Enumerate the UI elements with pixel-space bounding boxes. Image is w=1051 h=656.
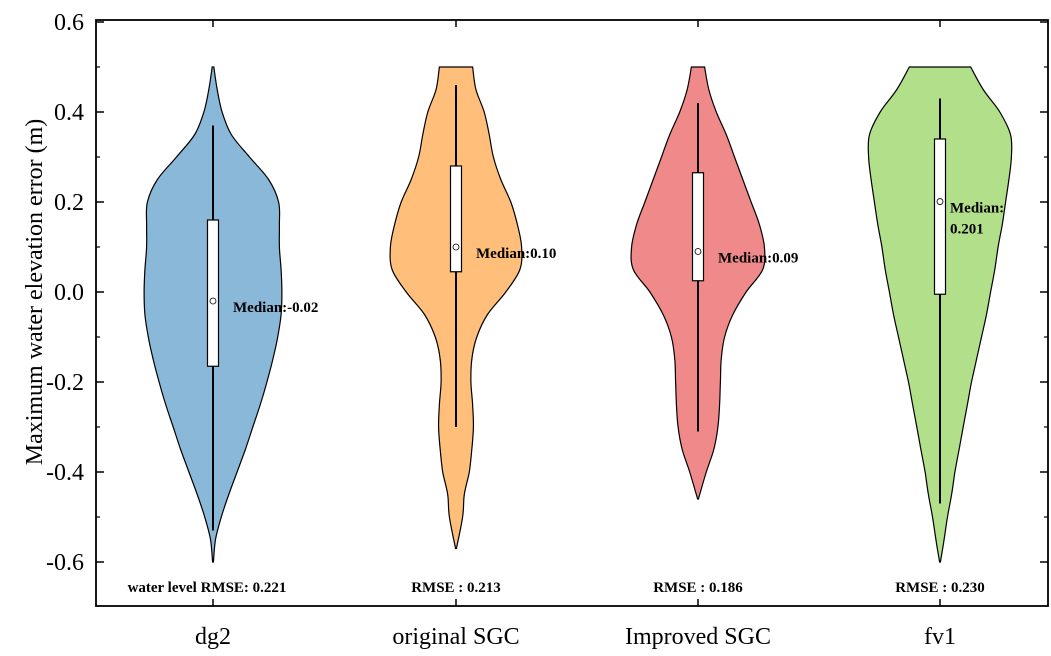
y-tick-label: 0.4 (54, 100, 84, 126)
axes-layer: dg2 original SGC Improved SGC fv1 -0.6 -0.4 -0… (46, 10, 1049, 650)
median-label-3: Median:0.09 (718, 251, 798, 267)
median-marker-2 (452, 243, 460, 251)
median-label-4: Median: (950, 201, 1004, 217)
y-tick-label: 0.6 (54, 10, 84, 36)
median-label-2: Median:0.10 (476, 246, 556, 262)
boxes-layer (206, 85, 947, 531)
iqr-box-2 (449, 165, 463, 273)
iqr-box-1 (206, 219, 220, 367)
iqr-box-4 (933, 138, 947, 295)
annotations-layer: Median:-0.02 water level RMSE: 0.221 Media… (128, 201, 1005, 596)
rmse-label-3: RMSE : 0.186 (653, 580, 743, 596)
plot-frame (95, 19, 1049, 607)
y-tick-label: 0.0 (54, 280, 84, 306)
y-tick-label: -0.6 (46, 550, 84, 576)
y-tick-label: -0.4 (46, 460, 84, 486)
median-label-1: Median:-0.02 (233, 300, 318, 316)
median-marker-1 (209, 297, 217, 305)
median-marker-4 (936, 198, 944, 205)
x-tick-label-1: dg2 (195, 624, 231, 650)
median-label-4: 0.201 (950, 222, 984, 238)
y-tick-label: -0.2 (46, 370, 84, 396)
iqr-box-3 (691, 172, 705, 282)
x-tick-label-3: Improved SGC (625, 624, 771, 650)
y-axis-title: Maximum water elevation error (m) (22, 119, 48, 466)
x-tick-label-4: fv1 (924, 624, 956, 650)
median-marker-3 (694, 248, 702, 255)
rmse-label-1: water level RMSE: 0.221 (128, 580, 287, 596)
rmse-label-2: RMSE : 0.213 (411, 580, 501, 596)
y-tick-label: 0.2 (54, 190, 84, 216)
x-tick-label-2: original SGC (392, 624, 519, 650)
rmse-label-4: RMSE : 0.230 (895, 580, 985, 596)
